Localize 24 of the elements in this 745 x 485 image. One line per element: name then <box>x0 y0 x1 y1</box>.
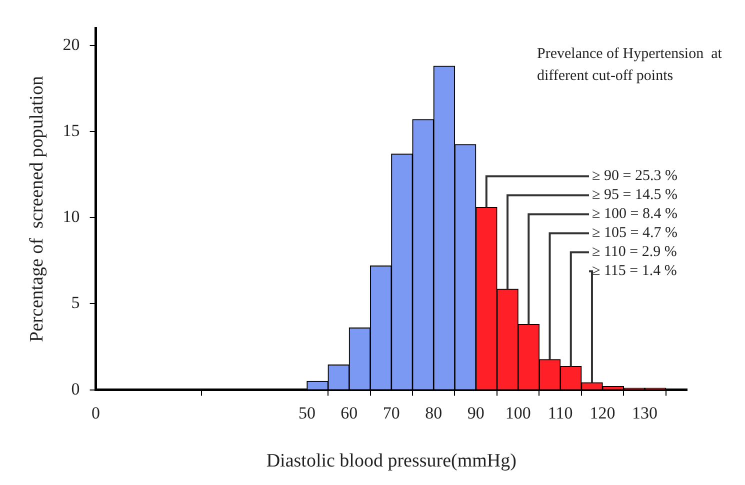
annotation: ≥ 105 = 4.7 % <box>592 225 678 242</box>
y-tick-label: 10 <box>62 207 80 226</box>
annotation: Prevelance of Hypertension at different cut-off points <box>537 46 723 84</box>
annotation: ≥ 110 = 2.9 % <box>592 244 677 260</box>
y-tick-label: 15 <box>62 120 80 140</box>
x-tick-label: 60 <box>340 403 358 422</box>
x-axis-title: Diastolic blood pressure(mmHg) <box>266 450 516 472</box>
x-tick-label: 70 <box>382 403 400 422</box>
annotation: ≥ 95 = 14.5 % <box>592 187 678 204</box>
annotation: ≥ 90 = 25.3 % <box>592 168 678 184</box>
x-tick-label: 0 <box>92 403 100 422</box>
x-tick-label: 80 <box>425 403 442 422</box>
annotation: ≥ 100 = 8.4 % <box>592 206 678 222</box>
x-tick-label: 90 <box>467 403 484 422</box>
x-tick-label: 120 <box>590 403 616 422</box>
x-tick-label: 100 <box>505 403 531 422</box>
y-tick-label: 5 <box>71 293 80 312</box>
y-tick-label: 0 <box>71 379 80 398</box>
annotation: ≥ 115 = 1.4 % <box>592 263 677 280</box>
y-axis-title: Percentage of screened population <box>26 76 48 342</box>
x-tick-label: 50 <box>298 403 316 422</box>
y-tick-label: 20 <box>62 34 80 54</box>
x-tick-label: 110 <box>548 403 573 422</box>
x-tick-label: 130 <box>632 403 658 422</box>
